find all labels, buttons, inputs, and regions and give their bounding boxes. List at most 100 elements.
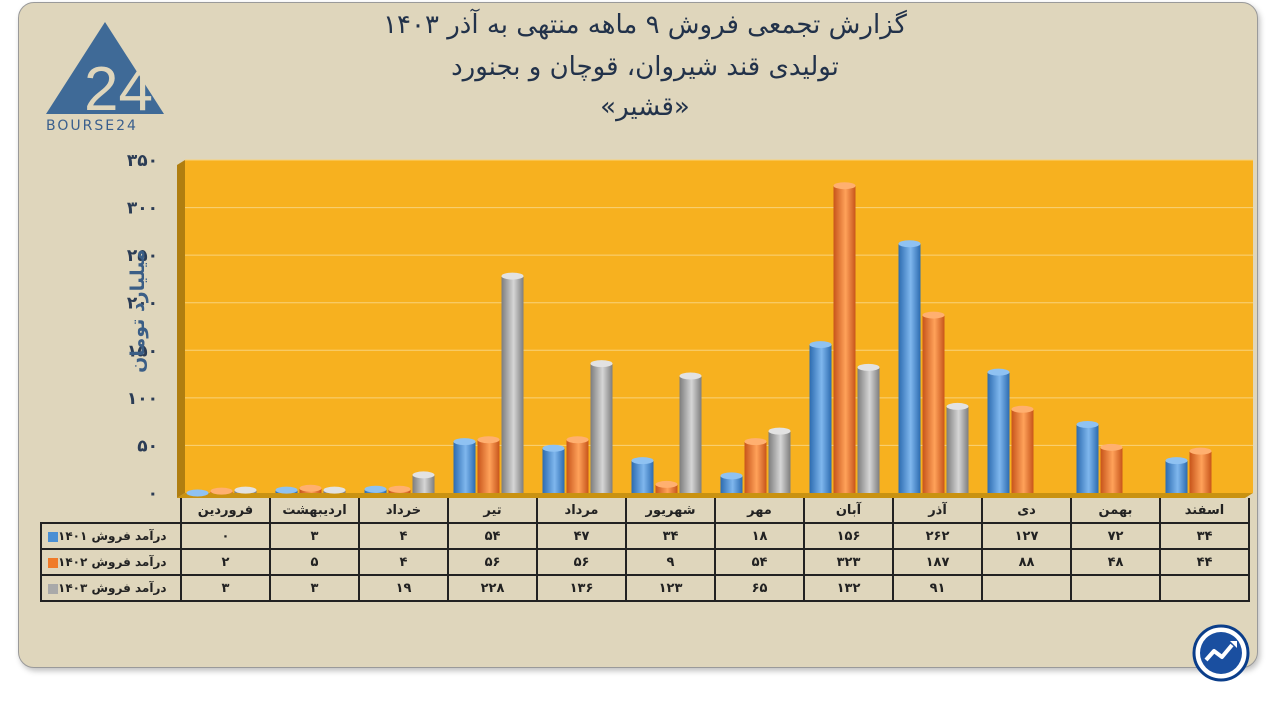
chart-title-line1: گزارش تجمعی فروش ۹ ماهه منتهی به آذر ۱۴۰… [383, 10, 907, 40]
data-label: ۱۹ [358, 574, 449, 602]
bar-top-s1-4 [542, 444, 565, 452]
bar-top-s1-10 [1076, 420, 1099, 428]
data-label: ۱۲۷ [981, 522, 1072, 550]
bar-top-s3-5 [679, 372, 702, 380]
data-label: ۹ [625, 548, 716, 576]
data-label: ۳ [180, 574, 271, 602]
bar-top-s3-6 [768, 427, 791, 435]
bar-top-s3-1 [323, 486, 346, 494]
category-label: شهریور [625, 498, 716, 524]
legend-swatch [48, 531, 58, 542]
y-tick-label: ۱۰۰ [127, 389, 158, 409]
legend-swatch [48, 557, 58, 568]
y-tick-label: ۳۰۰ [127, 199, 158, 219]
bar-s1-11 [1165, 460, 1188, 493]
data-label: ۳۴ [1159, 522, 1250, 550]
logo-text: BOURSE24 [46, 118, 138, 134]
bar-s2-10 [1100, 447, 1123, 493]
data-label [981, 574, 1072, 602]
y-tick-label: ۰ [148, 484, 158, 504]
bar-top-s1-5 [631, 457, 654, 465]
category-label: آبان [803, 498, 894, 524]
bar-top-s2-3 [477, 436, 500, 444]
plot-floor [177, 493, 1253, 498]
data-table: فروردین اردیبهشت خرداد تیر مرداد شهریور مهر آبا… [40, 498, 1250, 602]
bar-s1-3 [453, 441, 476, 493]
category-label: مهر [714, 498, 805, 524]
bar-top-s1-6 [720, 472, 743, 480]
bar-s2-4 [566, 439, 589, 493]
bar-s1-7 [809, 344, 832, 493]
data-label: ۲ [180, 548, 271, 576]
chart-title-line2: تولیدی قند شیروان، قوچان و بجنورد [451, 52, 839, 82]
bar-s3-3 [501, 276, 524, 493]
bar-top-s2-4 [566, 436, 589, 444]
y-tick-label: ۲۵۰ [127, 246, 158, 266]
bar-s1-8 [898, 243, 921, 493]
table-corner [41, 498, 181, 523]
bar-top-s2-7 [833, 182, 856, 190]
table-row: درآمد فروش ۱۴۰۱ ۰ ۳ ۴ ۵۴ ۴۷ ۳۴ ۱۸ ۱۵۶ ۲۶۲ ۱۲۷ ۷۲ ۳۴ [40, 522, 1250, 550]
data-label: ۱۲۳ [625, 574, 716, 602]
bar-top-s1-7 [809, 341, 832, 349]
bar-s2-8 [922, 315, 945, 493]
bar-s2-5 [655, 484, 678, 493]
bar-top-s3-4 [590, 360, 613, 368]
bar-top-s2-10 [1100, 443, 1123, 451]
bar-s1-4 [542, 448, 565, 493]
bar-top-s1-2 [364, 485, 387, 493]
bar-s3-7 [857, 367, 880, 493]
data-label: ۴ [358, 548, 449, 576]
bar-s2-6 [744, 441, 767, 493]
data-label: ۶۵ [714, 574, 805, 602]
series-legend-label: درآمد فروش ۱۴۰۳ [40, 574, 182, 602]
bar-s3-8 [946, 406, 969, 493]
bar-top-s3-0 [234, 486, 257, 494]
y-tick-label: ۲۰۰ [127, 294, 158, 314]
trend-logo-icon [1192, 624, 1250, 682]
data-label: ۱۳۲ [803, 574, 894, 602]
bar-s3-2 [412, 474, 435, 493]
data-label: ۳۲۳ [803, 548, 894, 576]
data-label: ۴۸ [1070, 548, 1161, 576]
bar-top-s2-8 [922, 311, 945, 319]
data-label: ۹۱ [892, 574, 983, 602]
data-label: ۵ [269, 548, 360, 576]
bar-s1-5 [631, 460, 654, 493]
data-label: ۳ [269, 574, 360, 602]
bar-top-s2-0 [210, 487, 233, 495]
bar-s2-3 [477, 439, 500, 493]
table-header-row: فروردین اردیبهشت خرداد تیر مرداد شهریور مهر آبا… [41, 498, 1250, 524]
bar-top-s1-1 [275, 486, 298, 494]
bar-top-s1-3 [453, 438, 476, 446]
bar-top-s1-9 [987, 368, 1010, 376]
legend-swatch [48, 583, 58, 594]
bar-top-s2-2 [388, 485, 411, 493]
bar-top-s1-11 [1165, 457, 1188, 465]
bar-top-s2-9 [1011, 405, 1034, 413]
y-tick-label: ۵۰ [137, 436, 158, 456]
bar-s2-11 [1189, 451, 1212, 493]
series-name: درآمد فروش ۱۴۰۳ [58, 581, 167, 595]
data-label: ۵۶ [536, 548, 627, 576]
data-label: ۴۷ [536, 522, 627, 550]
bar-s3-6 [768, 431, 791, 493]
bar-top-s1-8 [898, 240, 921, 248]
category-label: اردیبهشت [269, 498, 360, 524]
plot-side-wall [177, 160, 185, 498]
y-tick-label: ۳۵۰ [127, 151, 158, 171]
data-label: ۲۶۲ [892, 522, 983, 550]
series-legend-label: درآمد فروش ۱۴۰۱ [40, 522, 182, 550]
data-label: ۸۸ [981, 548, 1072, 576]
bar-s2-7 [833, 185, 856, 493]
category-label: اسفند [1159, 498, 1250, 524]
data-label: ۵۴ [714, 548, 805, 576]
plot-area [185, 160, 1253, 493]
y-tick-label: ۱۵۰ [127, 341, 158, 361]
y-axis-label: میلیارد تومان [127, 249, 149, 373]
data-label: ۲۲۸ [447, 574, 538, 602]
bar-top-s2-5 [655, 480, 678, 488]
bar-top-s2-6 [744, 438, 767, 446]
data-label: ۳ [269, 522, 360, 550]
